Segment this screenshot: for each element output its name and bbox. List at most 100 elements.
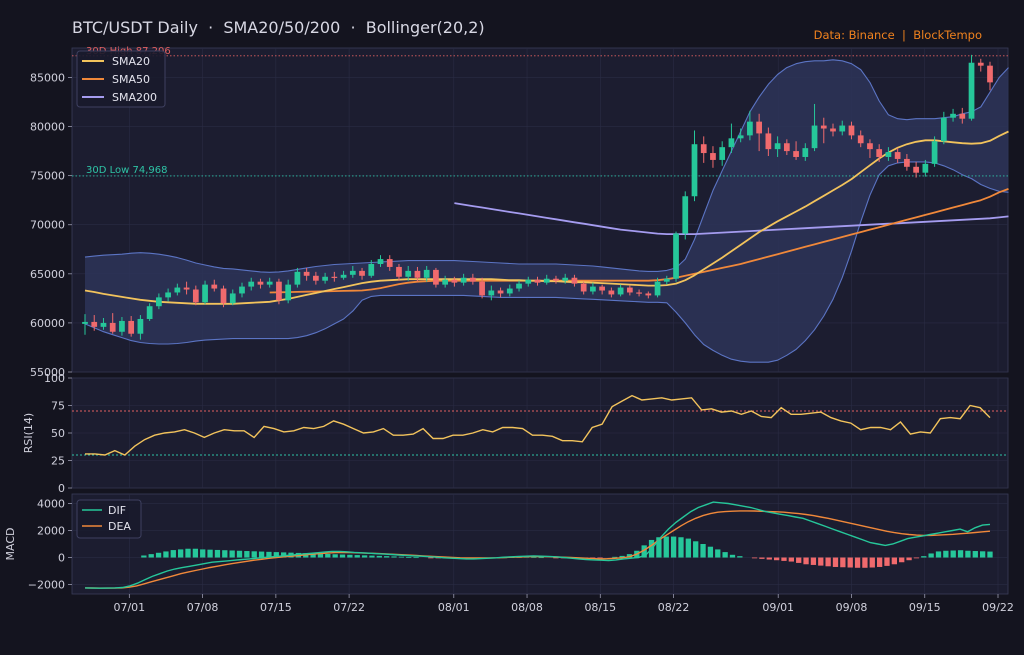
candle	[109, 313, 116, 334]
candle	[202, 280, 208, 305]
macd-histogram-bar	[339, 554, 346, 558]
macd-histogram-bar	[317, 553, 324, 558]
candle-body	[165, 292, 171, 298]
macd-histogram-bar	[818, 557, 824, 566]
candle	[802, 143, 809, 161]
candle-body	[728, 138, 735, 148]
candle-body	[793, 151, 799, 157]
macd-tick-label: 0	[58, 552, 65, 565]
macd-histogram-bar	[612, 556, 618, 558]
candle	[663, 275, 670, 285]
bollinger-upper-line	[84, 59, 1009, 273]
macd-histogram-bar	[178, 549, 184, 558]
legend-sma50-label: SMA50	[112, 73, 150, 86]
price-tick-label: 80000	[30, 121, 65, 134]
candle-body	[904, 158, 910, 167]
x-tick-label: 07/01	[113, 601, 145, 614]
candle-body	[294, 271, 301, 285]
candle-body	[303, 271, 310, 276]
candle-body	[100, 322, 107, 327]
candle	[617, 284, 624, 297]
candle	[940, 111, 947, 145]
candle-body	[82, 321, 88, 324]
candle	[811, 103, 818, 152]
candle	[626, 285, 633, 296]
candle	[553, 275, 559, 284]
candle-body	[396, 266, 402, 277]
candle-body	[322, 276, 328, 281]
candle	[876, 144, 883, 162]
candle-body	[811, 125, 818, 149]
macd-axis-label: MACD	[4, 528, 17, 561]
candle-body	[950, 113, 956, 118]
bollinger-fill	[85, 59, 1009, 363]
candle-body	[857, 135, 864, 144]
candle	[765, 127, 772, 156]
macd-histogram-bar	[273, 552, 279, 558]
macd-histogram-bar	[332, 554, 338, 558]
macd-histogram-bar	[170, 550, 176, 558]
macd-histogram-bar	[236, 550, 243, 558]
macd-histogram-bar	[921, 556, 927, 558]
candle	[737, 128, 744, 143]
x-tick-label: 09/15	[909, 601, 941, 614]
candle-body	[922, 163, 929, 173]
candle-body	[266, 281, 273, 285]
candle	[359, 267, 365, 280]
candle	[673, 231, 679, 282]
candle-body	[765, 133, 772, 150]
macd-histogram-bar	[361, 555, 368, 558]
macd-histogram-bar	[788, 557, 794, 562]
candle	[479, 277, 485, 299]
macd-histogram-bar	[957, 550, 964, 558]
candle-body	[700, 144, 707, 154]
candle	[183, 281, 190, 295]
candle	[543, 274, 550, 285]
macd-histogram-bar	[626, 554, 633, 558]
macd-histogram-bar	[619, 555, 625, 558]
candle	[322, 272, 328, 284]
candle	[128, 316, 135, 337]
candle-body	[820, 125, 827, 129]
macd-histogram-bar	[678, 537, 684, 558]
candle-body	[174, 287, 181, 293]
candle	[156, 293, 162, 310]
macd-histogram-bar	[310, 553, 316, 558]
rsi-tick-label: 75	[51, 400, 65, 413]
x-tick-label: 09/22	[982, 601, 1014, 614]
candle-body	[802, 148, 809, 157]
candle-body	[469, 277, 476, 282]
macd-histogram-bar	[656, 537, 662, 558]
macd-histogram-bar	[876, 557, 883, 567]
candle-body	[248, 281, 255, 287]
macd-panel: DIF DEA	[76, 499, 993, 589]
candle	[303, 267, 310, 281]
candle-body	[156, 297, 162, 307]
candle-body	[719, 147, 726, 160]
legend-box	[76, 50, 166, 108]
candle-body	[977, 62, 984, 66]
candle-body	[534, 279, 541, 283]
macd-histogram-bar	[641, 545, 647, 558]
candle	[211, 279, 218, 292]
candle	[793, 141, 799, 160]
rsi-line	[85, 394, 991, 456]
macd-histogram-bar	[200, 549, 206, 558]
candle	[331, 271, 338, 282]
macd-histogram-bar	[398, 556, 405, 558]
candle-body	[876, 149, 883, 157]
candle	[682, 191, 689, 240]
candle	[451, 276, 458, 287]
macd-histogram-bar	[384, 556, 390, 558]
candle	[349, 265, 356, 278]
macd-histogram-bar	[222, 550, 228, 558]
candle-body	[839, 125, 846, 132]
candle	[248, 277, 255, 291]
macd-histogram-bar	[796, 557, 802, 563]
data-source-label: Data: Binance | BlockTempo	[813, 28, 982, 42]
candle-body	[562, 277, 569, 281]
candle	[848, 121, 855, 140]
candle-body	[931, 141, 938, 164]
candle	[950, 108, 956, 122]
